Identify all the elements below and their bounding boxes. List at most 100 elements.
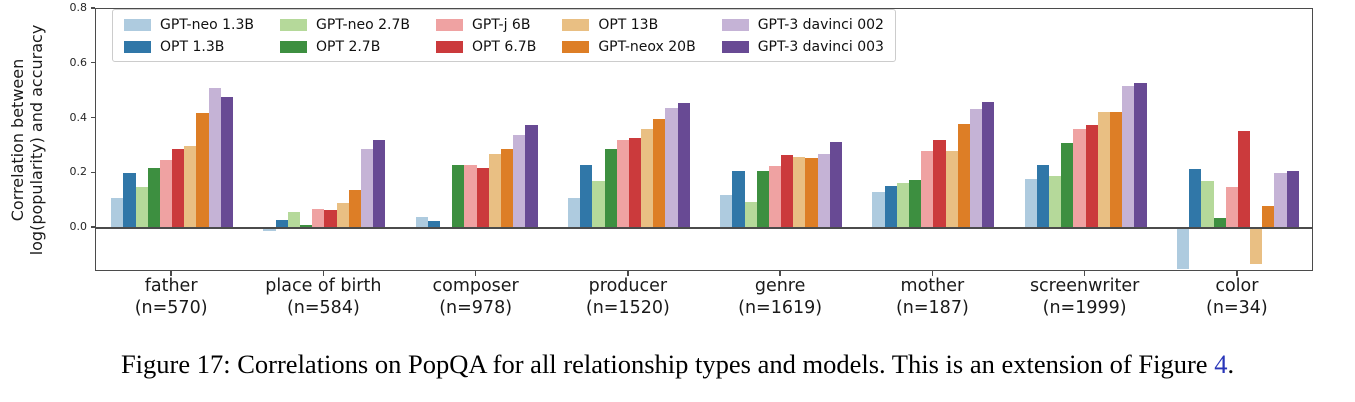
bar-gpt-neo-1.3b bbox=[872, 192, 885, 228]
bar-gpt-3-davinci-002 bbox=[513, 134, 526, 228]
y-axis-label-line2: log(popularity) and accuracy bbox=[27, 24, 46, 256]
bar-gpt-3-davinci-002 bbox=[360, 148, 374, 228]
bar-opt-13b bbox=[641, 129, 654, 228]
bar-gpt-neo-2.7b bbox=[744, 201, 757, 228]
bar-gpt-neox-20b bbox=[348, 189, 361, 228]
y-axis-label-line1: Correlation between bbox=[8, 58, 27, 222]
bar-gpt-neo-1.3b bbox=[567, 197, 581, 228]
legend-swatch-icon bbox=[279, 18, 307, 31]
legend-label: GPT-j 6B bbox=[471, 16, 531, 33]
bar-opt-1.3b bbox=[1036, 165, 1050, 228]
bar-opt-13b bbox=[336, 203, 349, 228]
x-category-label-genre: genre (n=1619) bbox=[738, 276, 823, 318]
bar-gpt-neox-20b bbox=[1109, 111, 1123, 228]
bar-gpt-3-davinci-003 bbox=[677, 103, 690, 228]
bar-gpt-j-6b bbox=[312, 208, 325, 228]
bar-gpt-neo-1.3b bbox=[1176, 228, 1190, 270]
bar-gpt-3-davinci-002 bbox=[817, 154, 830, 228]
figure-reference-link[interactable]: 4 bbox=[1214, 349, 1228, 379]
legend-label: GPT-neo 1.3B bbox=[160, 16, 254, 33]
bar-opt-1.3b bbox=[732, 170, 745, 228]
bar-opt-1.3b bbox=[884, 185, 897, 228]
bar-gpt-neo-2.7b bbox=[1201, 181, 1214, 228]
legend-swatch-icon bbox=[562, 40, 590, 53]
x-tick-mark bbox=[474, 271, 477, 276]
bar-opt-6.7b bbox=[628, 137, 642, 228]
bar-opt-6.7b bbox=[172, 148, 185, 228]
bar-opt-6.7b bbox=[1237, 130, 1251, 228]
x-tick-mark bbox=[931, 271, 934, 276]
x-tick-mark bbox=[1083, 271, 1086, 276]
bar-gpt-neo-2.7b bbox=[287, 211, 300, 228]
bar-opt-6.7b bbox=[1085, 125, 1098, 228]
x-category-label-mother: mother (n=187) bbox=[895, 276, 969, 318]
x-category-label-producer: producer (n=1520) bbox=[585, 276, 670, 318]
x-tick-mark bbox=[627, 271, 629, 276]
figure-caption: Figure 17: Correlations on PopQA for all… bbox=[0, 349, 1355, 380]
bar-gpt-j-6b bbox=[1225, 186, 1238, 228]
bar-opt-13b bbox=[1250, 228, 1263, 264]
bar-gpt-neo-2.7b bbox=[1049, 175, 1062, 228]
bar-opt-2.7b bbox=[300, 225, 313, 228]
x-tick-mark bbox=[1236, 271, 1238, 276]
bar-gpt-neox-20b bbox=[957, 123, 970, 228]
bar-gpt-j-6b bbox=[921, 151, 934, 228]
y-tick-label: 0.6 bbox=[69, 55, 88, 69]
x-category-label-place-of-birth: place of birth (n=584) bbox=[265, 276, 382, 318]
legend-column: GPT-3 davinci 002 GPT-3 davinci 003 bbox=[721, 16, 884, 55]
bar-gpt-neo-2.7b bbox=[896, 182, 909, 228]
bar-gpt-3-davinci-002 bbox=[969, 108, 983, 228]
bar-gpt-j-6b bbox=[768, 166, 782, 228]
bar-opt-1.3b bbox=[1189, 169, 1202, 228]
bar-gpt-neox-20b bbox=[1262, 206, 1275, 228]
bar-opt-6.7b bbox=[781, 155, 794, 228]
legend-entry-gpt-3-davinci-003: GPT-3 davinci 003 bbox=[721, 38, 884, 55]
x-category-label-composer: composer (n=978) bbox=[432, 276, 519, 318]
x-tick-mark bbox=[170, 271, 172, 276]
bar-opt-1.3b bbox=[275, 219, 288, 228]
x-tick-mark bbox=[322, 271, 325, 276]
bar-opt-6.7b bbox=[933, 140, 946, 228]
legend-column: OPT 13B GPT-neox 20B bbox=[562, 16, 696, 55]
bar-gpt-3-davinci-003 bbox=[525, 125, 538, 228]
legend-label: GPT-3 davinci 003 bbox=[757, 38, 884, 55]
bar-gpt-j-6b bbox=[159, 159, 173, 228]
y-tick-mark bbox=[91, 171, 95, 173]
legend-swatch-icon bbox=[124, 40, 151, 53]
bar-gpt-3-davinci-002 bbox=[1274, 173, 1287, 228]
bar-opt-2.7b bbox=[147, 167, 160, 228]
bar-gpt-neo-1.3b bbox=[415, 217, 428, 228]
bar-gpt-neo-2.7b bbox=[592, 181, 605, 228]
bar-opt-2.7b bbox=[1061, 143, 1074, 228]
bar-opt-1.3b bbox=[580, 165, 593, 228]
legend-entry-gpt-neo-1.3b: GPT-neo 1.3B bbox=[124, 16, 254, 33]
correlation-bar-chart: Correlation between log(popularity) and … bbox=[8, 1, 1313, 318]
bar-opt-1.3b bbox=[123, 173, 136, 228]
bar-gpt-neo-1.3b bbox=[1024, 178, 1037, 228]
caption-text: Figure 17: Correlations on PopQA for all… bbox=[120, 349, 1215, 379]
bar-gpt-j-6b bbox=[464, 165, 477, 228]
legend-swatch-icon bbox=[124, 18, 151, 31]
legend-label: OPT 1.3B bbox=[160, 38, 225, 55]
legend: GPT-neo 1.3B OPT 1.3B GPT-neo 2.7B OPT 2.7B… bbox=[112, 9, 896, 62]
bar-gpt-3-davinci-002 bbox=[208, 88, 221, 228]
bar-gpt-3-davinci-003 bbox=[373, 140, 386, 228]
x-tick-mark bbox=[779, 271, 781, 276]
caption-period: . bbox=[1227, 349, 1235, 379]
bar-gpt-3-davinci-003 bbox=[1134, 82, 1147, 228]
y-tick-mark bbox=[91, 226, 95, 228]
bar-opt-13b bbox=[793, 156, 806, 228]
legend-swatch-icon bbox=[435, 40, 463, 53]
legend-swatch-icon bbox=[435, 18, 463, 31]
legend-swatch-icon bbox=[562, 18, 590, 31]
legend-swatch-icon bbox=[279, 40, 307, 53]
y-tick-mark bbox=[91, 62, 95, 64]
bar-opt-1.3b bbox=[427, 221, 441, 228]
legend-label: GPT-3 davinci 002 bbox=[757, 16, 884, 33]
y-axis-label: Correlation between log(popularity) and … bbox=[8, 24, 48, 256]
legend-entry-opt-6.7b: OPT 6.7B bbox=[435, 38, 536, 55]
bar-opt-13b bbox=[184, 145, 197, 228]
bar-opt-2.7b bbox=[909, 180, 922, 228]
legend-entry-gpt-neox-20b: GPT-neox 20B bbox=[562, 38, 696, 55]
x-category-label-father: father (n=570) bbox=[134, 276, 208, 318]
